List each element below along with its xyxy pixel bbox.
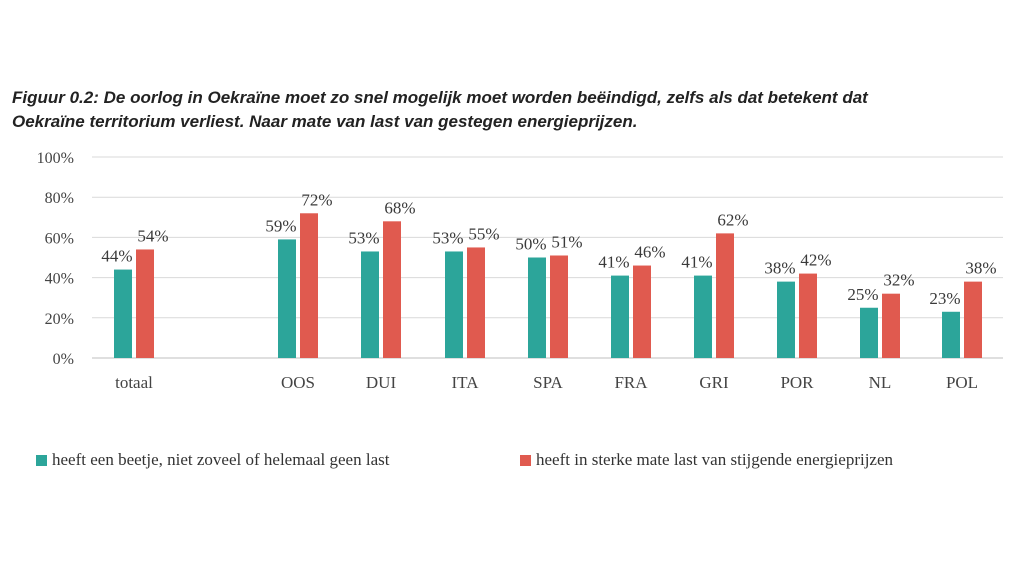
bar-series-2: [716, 233, 734, 358]
legend-swatch-series-2: [520, 455, 531, 466]
chart-title: Figuur 0.2: De oorlog in Oekraïne moet z…: [12, 86, 1012, 134]
bar-series-1: [611, 275, 629, 358]
bar-series-2: [383, 221, 401, 358]
x-tick-label: POR: [780, 373, 814, 392]
legend-label-series-1: heeft een beetje, niet zoveel of helemaa…: [52, 450, 390, 469]
data-label-series-1: 50%: [515, 235, 546, 254]
data-label-series-2: 32%: [883, 271, 914, 290]
x-tick-label: SPA: [533, 373, 563, 392]
bar-series-1: [860, 307, 878, 358]
bar-series-2: [300, 213, 318, 358]
data-label-series-2: 38%: [965, 259, 996, 278]
data-label-series-2: 54%: [137, 226, 168, 245]
bar-series-2: [467, 247, 485, 358]
x-tick-label: FRA: [614, 373, 648, 392]
x-tick-label: NL: [869, 373, 892, 392]
bar-series-1: [528, 257, 546, 358]
data-label-series-1: 53%: [432, 228, 463, 247]
y-tick-label: 20%: [45, 311, 74, 328]
data-label-series-1: 44%: [101, 247, 132, 266]
bar-series-1: [942, 311, 960, 358]
x-tick-label: ITA: [452, 373, 480, 392]
data-label-series-1: 25%: [847, 285, 878, 304]
legend-swatch-series-1: [36, 455, 47, 466]
bar-series-2: [550, 255, 568, 358]
bar-series-1: [278, 239, 296, 358]
data-label-series-2: 51%: [551, 232, 582, 251]
bar-series-1: [114, 269, 132, 358]
y-tick-label: 100%: [37, 150, 74, 167]
data-label-series-2: 55%: [468, 224, 499, 243]
bar-series-2: [136, 249, 154, 358]
data-label-series-1: 41%: [598, 253, 629, 272]
data-label-series-2: 68%: [384, 198, 415, 217]
legend-label-series-2: heeft in sterke mate last van stijgende …: [536, 450, 894, 469]
data-label-series-1: 59%: [265, 216, 296, 235]
data-label-series-2: 62%: [717, 210, 748, 229]
bar-series-2: [964, 281, 982, 358]
x-tick-label: POL: [946, 373, 978, 392]
y-tick-label: 80%: [45, 190, 74, 207]
data-label-series-2: 42%: [800, 251, 831, 270]
data-label-series-2: 72%: [301, 190, 332, 209]
bar-series-1: [445, 251, 463, 358]
bar-series-2: [882, 293, 900, 358]
data-label-series-2: 46%: [634, 243, 665, 262]
x-tick-label: GRI: [699, 373, 729, 392]
y-tick-label: 0%: [53, 351, 74, 368]
x-tick-label: DUI: [366, 373, 397, 392]
data-label-series-1: 53%: [348, 228, 379, 247]
bar-series-2: [799, 273, 817, 358]
y-tick-label: 60%: [45, 230, 74, 247]
bar-series-1: [777, 281, 795, 358]
chart-title-line-2: Oekraïne territorium verliest. Naar mate…: [12, 112, 638, 131]
bar-series-2: [633, 265, 651, 358]
x-tick-label: totaal: [115, 373, 153, 392]
y-tick-label: 40%: [45, 271, 74, 288]
data-label-series-1: 41%: [681, 253, 712, 272]
bar-series-1: [361, 251, 379, 358]
data-label-series-1: 38%: [764, 259, 795, 278]
chart-title-line-1: Figuur 0.2: De oorlog in Oekraïne moet z…: [12, 88, 868, 107]
bar-series-1: [694, 275, 712, 358]
x-tick-label: OOS: [281, 373, 315, 392]
data-label-series-1: 23%: [929, 289, 960, 308]
